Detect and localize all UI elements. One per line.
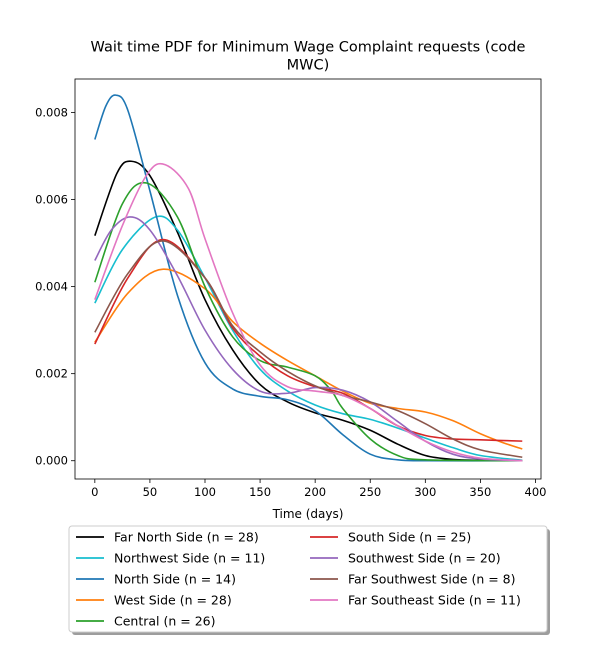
x-tick-label: 400 xyxy=(525,485,547,499)
x-tick-label: 50 xyxy=(143,485,158,499)
x-tick-label: 200 xyxy=(304,485,326,499)
x-tick-label: 0 xyxy=(91,485,98,499)
legend-label-5: Central (n = 26) xyxy=(114,614,216,629)
y-tick-label: 0.002 xyxy=(35,367,68,381)
x-tick-label: 100 xyxy=(194,485,216,499)
legend-label-2: Northwest Side (n = 11) xyxy=(114,551,265,566)
series-line-9 xyxy=(94,162,523,462)
legend-label-7: Southwest Side (n = 20) xyxy=(348,551,501,566)
legend: Far North Side (n = 28) Northwest Side (n… xyxy=(68,525,550,635)
x-tick-label: 300 xyxy=(414,485,436,499)
x-tick-label: 250 xyxy=(359,485,381,499)
legend-label-3: North Side (n = 14) xyxy=(114,572,236,587)
series-layer xyxy=(94,94,523,462)
series-line-3 xyxy=(94,94,523,462)
legend-label-8: Far Southwest Side (n = 8) xyxy=(348,572,516,587)
legend-label-9: Far Southeast Side (n = 11) xyxy=(348,593,521,608)
y-tick-label: 0.000 xyxy=(35,454,68,468)
legend-label-1: Far North Side (n = 28) xyxy=(114,530,259,545)
plot-area xyxy=(75,79,541,479)
chart-title-line2: MWC) xyxy=(287,58,330,74)
series-line-4 xyxy=(94,268,523,450)
x-tick-label: 350 xyxy=(469,485,491,499)
chart-title-line1: Wait time PDF for Minimum Wage Complaint… xyxy=(91,40,526,56)
x-tick-label: 150 xyxy=(249,485,271,499)
plot-frame xyxy=(74,78,542,480)
x-axis-label: Time (days) xyxy=(272,507,344,521)
x-axis: 0 50 100 150 200 250 300 350 400 xyxy=(91,479,546,499)
series-line-1 xyxy=(94,160,523,462)
y-tick-label: 0.006 xyxy=(35,193,68,207)
series-line-8 xyxy=(94,240,523,459)
series-line-2 xyxy=(94,215,523,462)
legend-label-6: South Side (n = 25) xyxy=(348,530,471,545)
series-line-5 xyxy=(94,181,523,462)
legend-label-4: West Side (n = 28) xyxy=(114,593,232,608)
y-axis: 0.000 0.002 0.004 0.006 0.008 xyxy=(35,106,75,468)
y-tick-label: 0.004 xyxy=(35,280,68,294)
y-tick-label: 0.008 xyxy=(35,106,68,120)
series-line-7 xyxy=(94,216,523,462)
legend-box xyxy=(68,525,548,633)
